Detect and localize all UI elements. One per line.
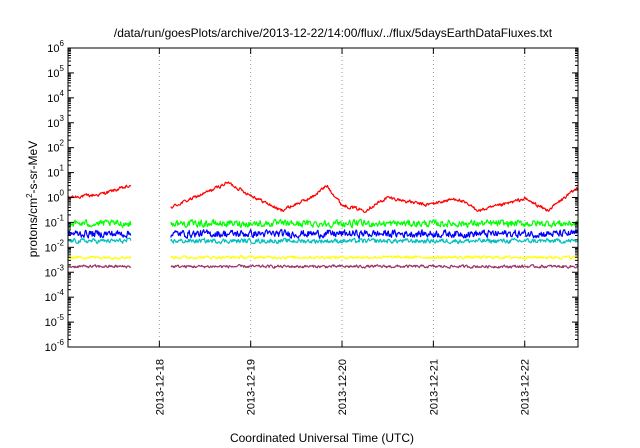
x-tick-label: 2013-12-19 [246, 359, 258, 415]
series-line-1 [67, 218, 579, 229]
series-line-5 [67, 264, 579, 269]
y-axis-label: protons/cm2-s-sr-MeV [25, 141, 40, 257]
x-tick-label: 2013-12-18 [154, 359, 166, 415]
series-line-4 [67, 254, 579, 260]
series-line-3 [67, 237, 579, 245]
x-tick-label: 2013-12-22 [520, 359, 532, 415]
y-tick-label: 10-1 [45, 213, 65, 229]
y-tick-label: 10-6 [45, 338, 65, 354]
y-axis-label-rest: -s-sr-MeV [26, 141, 40, 194]
series-line-0 [67, 181, 579, 213]
y-tick-label: 10-3 [45, 263, 65, 279]
y-tick-label: 101 [47, 164, 64, 180]
x-tick-label: 2013-12-21 [428, 359, 440, 415]
y-tick-label: 103 [47, 114, 64, 130]
y-tick-label: 10-2 [45, 238, 65, 254]
y-tick-label: 102 [47, 139, 64, 155]
chart-title: /data/run/goesPlots/archive/2013-12-22/1… [114, 26, 553, 40]
plot-series [67, 181, 579, 269]
y-axis-label-base: protons/cm [26, 198, 40, 257]
gridlines [158, 48, 526, 347]
x-axis-label: Coordinated Universal Time (UTC) [230, 431, 414, 445]
plot-frame [67, 47, 579, 348]
y-tick-label: 100 [47, 189, 64, 205]
x-tick-label: 2013-12-20 [337, 359, 349, 415]
y-tick-label: 106 [47, 39, 64, 55]
y-tick-label: 105 [47, 64, 64, 80]
x-axis: 2013-12-18 2013-12-19 2013-12-20 2013-12-21… [154, 48, 532, 415]
series-line-2 [67, 228, 579, 239]
y-axis: 10-6 10-5 10-4 10-3 10-2 10-1 100 101 102 103 104 1… [45, 39, 578, 354]
y-axis-label-sup: 2 [25, 193, 34, 198]
y-tick-label: 10-4 [45, 288, 65, 304]
y-tick-label: 10-5 [45, 313, 65, 329]
y-tick-label: 104 [47, 89, 64, 105]
